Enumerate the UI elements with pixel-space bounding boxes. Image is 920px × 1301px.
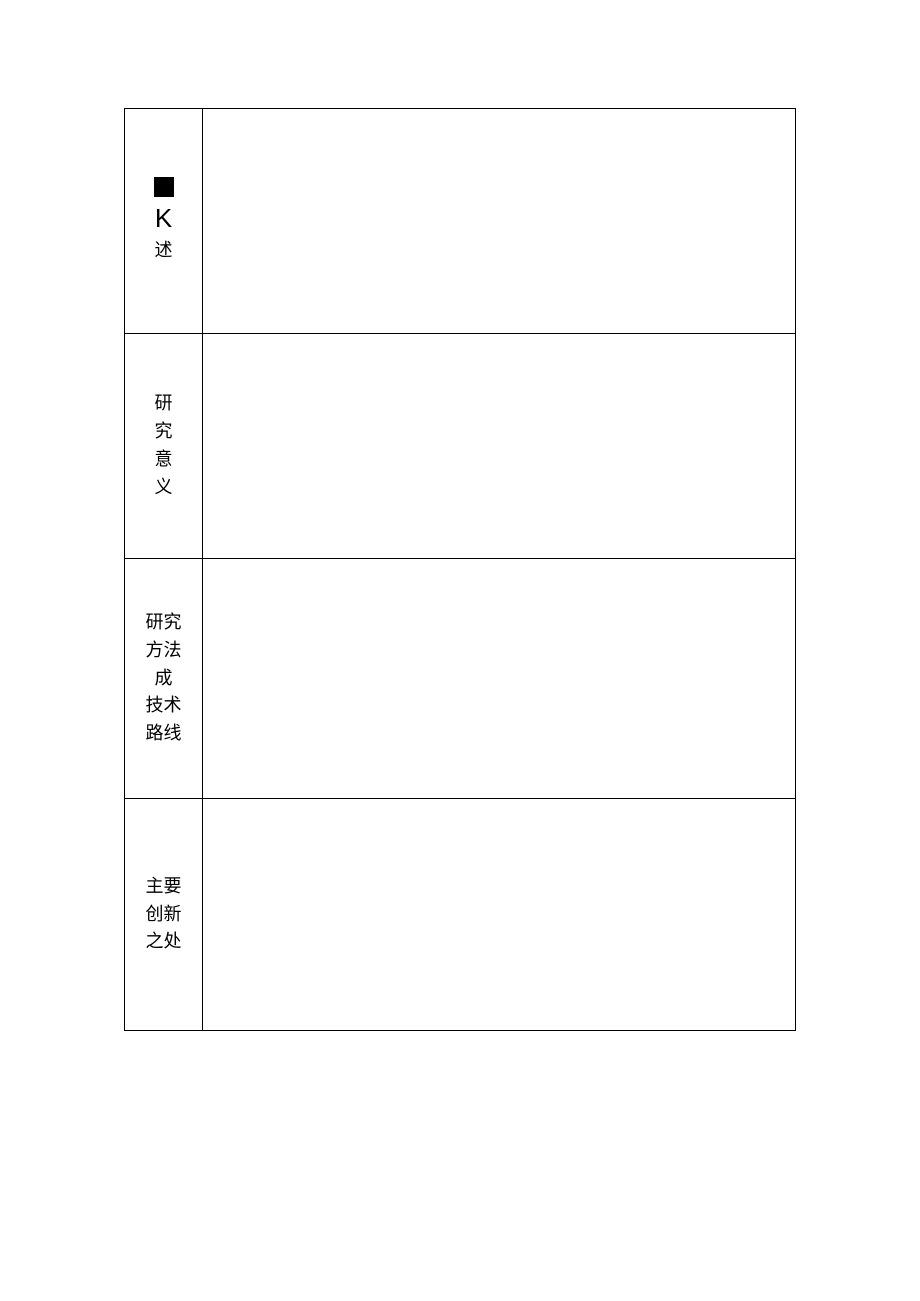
label-cell-overview: K 述 <box>125 109 203 334</box>
content-cell-methods <box>203 559 796 799</box>
label-char: 方法 <box>146 637 182 665</box>
table-row: 研 究 意 义 <box>125 334 796 559</box>
label-char: 主要 <box>146 873 182 901</box>
label-char: 研究 <box>146 609 182 637</box>
label-char: 成 <box>155 665 173 693</box>
square-marker-icon <box>154 177 174 197</box>
content-cell-innovation <box>203 799 796 1031</box>
form-table: K 述 研 究 意 义 <box>124 108 796 1031</box>
content-cell-significance <box>203 334 796 559</box>
label-char: 之处 <box>146 928 182 956</box>
vertical-label: K 述 <box>129 177 198 264</box>
label-char: 述 <box>155 237 173 265</box>
label-char: 义 <box>155 474 173 502</box>
table-row: 主要 创新 之处 <box>125 799 796 1031</box>
table-row: 研究 方法 成 技术 路线 <box>125 559 796 799</box>
label-char: 创新 <box>146 901 182 929</box>
label-char: 路线 <box>146 720 182 748</box>
label-cell-innovation: 主要 创新 之处 <box>125 799 203 1031</box>
page-container: K 述 研 究 意 义 <box>124 108 796 1031</box>
k-letter: K <box>155 203 172 234</box>
table-row: K 述 <box>125 109 796 334</box>
content-cell-overview <box>203 109 796 334</box>
label-char: 研 <box>155 390 173 418</box>
vertical-label: 研 究 意 义 <box>129 390 198 502</box>
label-char: 意 <box>155 446 173 474</box>
vertical-label: 研究 方法 成 技术 路线 <box>129 609 198 748</box>
label-char: 技术 <box>146 692 182 720</box>
label-cell-significance: 研 究 意 义 <box>125 334 203 559</box>
vertical-label: 主要 创新 之处 <box>129 873 198 957</box>
label-char: 究 <box>155 418 173 446</box>
label-cell-methods: 研究 方法 成 技术 路线 <box>125 559 203 799</box>
